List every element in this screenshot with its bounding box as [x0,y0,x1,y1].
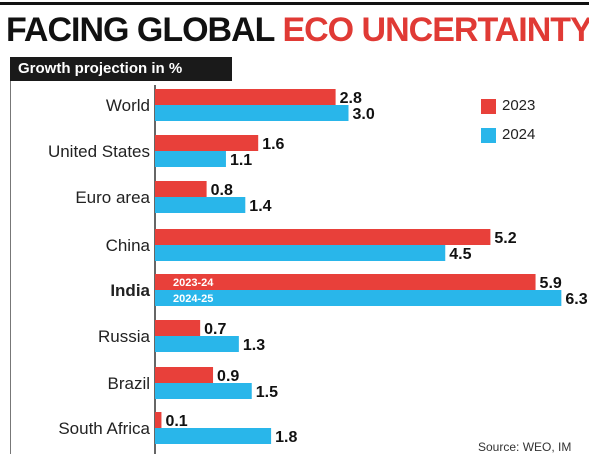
bar-2023-india [155,274,536,290]
value-label-2023-world: 2.8 [340,90,362,107]
category-label-brazil: Brazil [107,374,150,393]
category-label-russia: Russia [98,327,151,346]
legend-swatch-2023 [481,99,496,114]
value-label-2024-united-states: 1.1 [230,152,252,169]
bar-annotation-2023-india: 2023-24 [173,277,214,289]
category-label-india: India [110,281,150,300]
bar-2023-russia [155,320,201,336]
bar-annotation-2024-india: 2024-25 [173,293,213,305]
value-label-2023-brazil: 0.9 [217,368,239,385]
value-label-2024-india: 6.3 [565,291,587,308]
chart-frame-left [10,81,11,454]
value-label-2024-china: 4.5 [449,246,471,263]
bar-2023-china [155,229,491,245]
bar-2024-united-states [155,151,226,167]
legend-swatch-2024 [481,128,496,143]
bar-2023-euro-area [155,181,207,197]
page-title: FACING GLOBAL ECO UNCERTAINTY [6,10,589,50]
bar-2023-south-africa [155,412,162,428]
legend-label-2024: 2024 [502,126,536,143]
category-label-world: World [106,96,150,115]
source-note: Source: WEO, IM [478,440,572,454]
bar-2023-world [155,89,336,105]
category-label-euro-area: Euro area [75,188,150,207]
top-rule [0,2,589,5]
legend-label-2023: 2023 [502,97,536,114]
bar-2024-china [155,245,446,261]
category-label-china: China [106,236,151,255]
category-label-south-africa: South Africa [58,419,150,438]
bar-2024-brazil [155,383,252,399]
value-label-2024-brazil: 1.5 [256,384,278,401]
bar-2023-brazil [155,367,214,383]
subtitle-bar [10,57,232,81]
bar-2024-south-africa [155,428,272,444]
category-label-united-states: United States [48,142,150,161]
value-label-2023-south-africa: 0.1 [165,413,187,430]
chart-subtitle: Growth projection in % [18,60,183,77]
value-label-2023-china: 5.2 [494,230,516,247]
value-label-2024-south-africa: 1.8 [275,429,297,446]
title-dark: FACING GLOBAL [6,11,275,49]
bar-2024-india [155,290,562,306]
bar-2024-euro-area [155,197,246,213]
value-label-2024-euro-area: 1.4 [249,198,271,215]
title-red: ECO UNCERTAINTY [282,11,589,49]
bar-2024-russia [155,336,239,352]
value-label-2024-russia: 1.3 [243,337,265,354]
value-label-2023-russia: 0.7 [204,321,226,338]
value-label-2023-india: 5.9 [540,275,562,292]
bar-2023-united-states [155,135,259,151]
value-label-2024-world: 3.0 [353,106,375,123]
bar-2024-world [155,105,349,121]
value-label-2023-united-states: 1.6 [262,136,284,153]
value-label-2023-euro-area: 0.8 [211,182,233,199]
